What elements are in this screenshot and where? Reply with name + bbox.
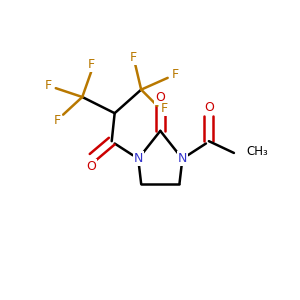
Text: O: O — [204, 101, 214, 114]
Text: N: N — [134, 152, 143, 165]
Text: F: F — [54, 114, 61, 127]
Text: CH₃: CH₃ — [246, 145, 268, 158]
Text: F: F — [172, 68, 178, 81]
Text: N: N — [178, 152, 187, 165]
Text: F: F — [88, 58, 95, 71]
Text: F: F — [161, 102, 168, 115]
Text: O: O — [155, 91, 165, 104]
Text: O: O — [86, 160, 96, 173]
Text: F: F — [45, 79, 52, 92]
Text: F: F — [130, 51, 137, 64]
